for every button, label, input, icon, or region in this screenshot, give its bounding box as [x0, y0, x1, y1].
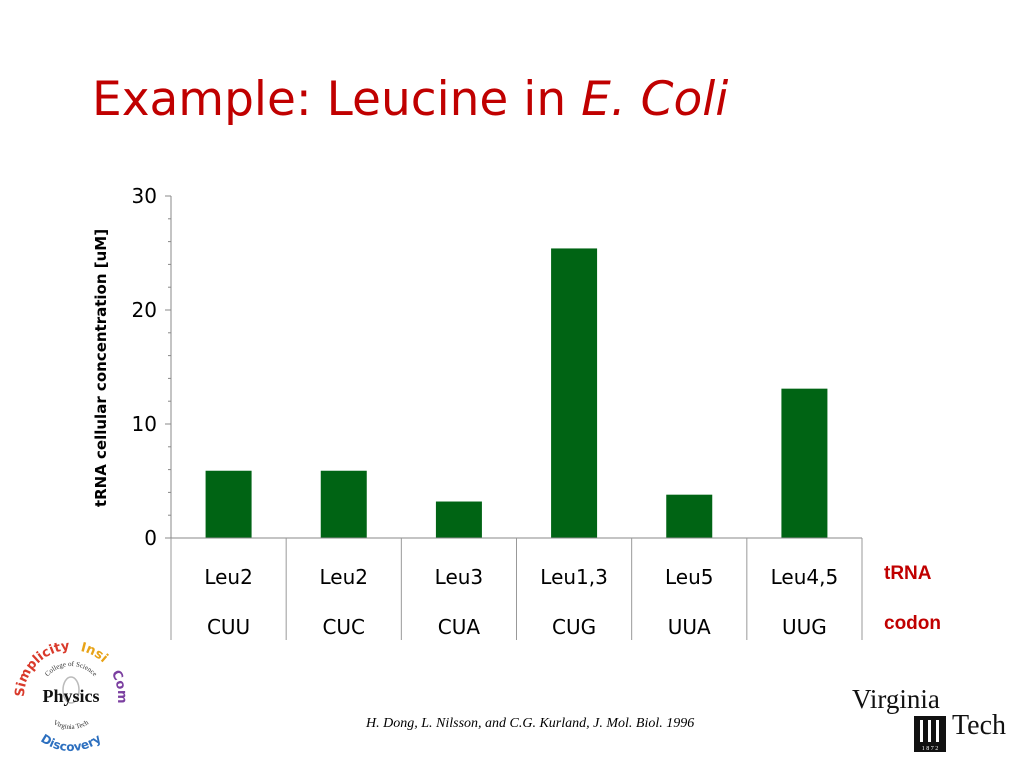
codon-label: CUA: [438, 615, 481, 639]
trna-label: Leu2: [320, 565, 369, 589]
bar-cua: [435, 501, 482, 538]
logo-college: College of Science: [43, 660, 98, 678]
bar-cuu: [205, 470, 252, 538]
vt-logo-line1: Virginia: [852, 684, 940, 714]
trna-label: Leu4,5: [771, 565, 839, 589]
logo-word-discovery: Discovery: [38, 731, 103, 754]
bar-uua: [666, 494, 713, 538]
y-tick-label: 30: [132, 184, 157, 208]
codon-label: CUG: [552, 615, 596, 639]
trna-label: Leu3: [435, 565, 484, 589]
physics-logo: Simplicity Insi Complexity Discovery Col…: [6, 632, 129, 754]
vt-logo-year: 1 8 7 2: [922, 746, 939, 752]
bar-cug: [551, 248, 598, 538]
y-tick-label: 10: [132, 412, 157, 436]
codon-label: CUC: [322, 615, 365, 639]
y-axis: 0 10 20 30: [132, 184, 172, 550]
category-table: Leu2 CUU Leu2 CUC Leu3 CUA Leu1,3 CUG Leu5 UUA Leu…: [170, 537, 863, 640]
page-title: Example: Leucine in E. Coli: [92, 70, 728, 130]
trna-label: Leu1,3: [540, 565, 608, 589]
svg-text:College of Science: College of Science: [43, 660, 98, 678]
vt-logo-line2: Tech: [952, 710, 1007, 741]
title-italic: E. Coli: [581, 72, 729, 127]
trna-label: Leu5: [665, 565, 714, 589]
svg-text:Virginia Tech: Virginia Tech: [52, 718, 90, 731]
logo-physics-word: Physics: [42, 686, 99, 706]
y-axis-label: tRNA cellular concentration [uM]: [92, 229, 110, 507]
codon-label: UUG: [782, 615, 827, 639]
bars: [205, 248, 828, 538]
codon-label: UUA: [668, 615, 711, 639]
bar-cuc: [320, 470, 367, 538]
logo-word-insi: Insi: [79, 640, 110, 666]
row-label-codon: codon: [884, 613, 941, 634]
codon-label: CUU: [207, 615, 250, 639]
bar-uug: [781, 388, 828, 538]
logo-vt-small: Virginia Tech: [52, 718, 90, 731]
y-tick-label: 20: [132, 298, 157, 322]
trna-label: Leu2: [204, 565, 253, 589]
y-tick-label: 0: [144, 526, 157, 550]
title-main: Example: Leucine in: [92, 72, 582, 127]
citation: H. Dong, L. Nilsson, and C.G. Kurland, J…: [366, 716, 695, 731]
svg-text:Discovery: Discovery: [38, 731, 103, 754]
row-label-trna: tRNA: [884, 563, 932, 584]
